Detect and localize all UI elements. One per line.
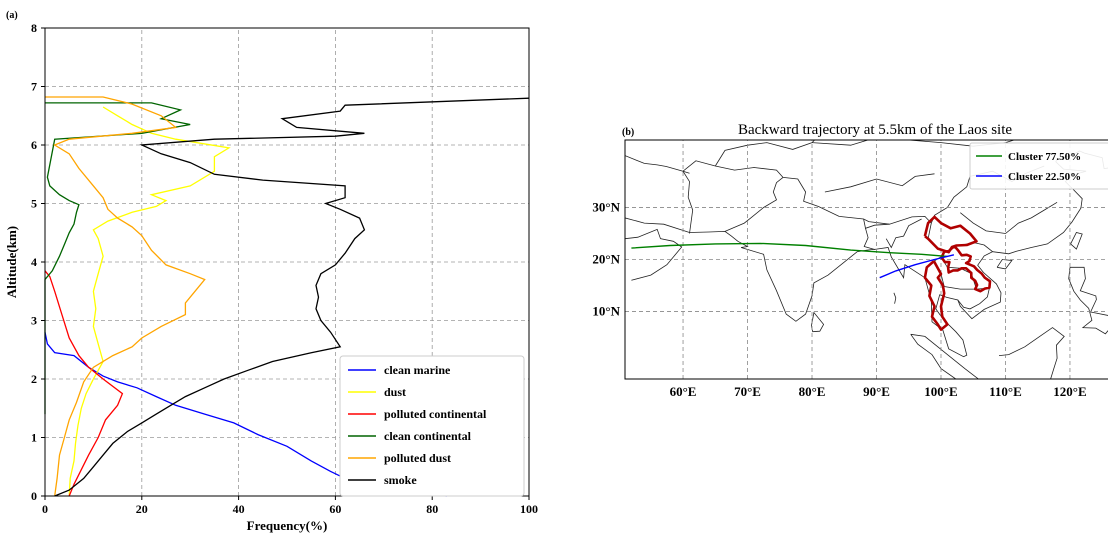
- panel-b-label: (b): [622, 127, 634, 138]
- panel-a-series-lines: [44, 96, 530, 497]
- y-tick-label: 5: [31, 197, 37, 211]
- x-tick-label: 0: [42, 502, 48, 516]
- study-region-outline: [940, 245, 992, 293]
- x-tick-label: 20: [136, 502, 148, 516]
- panel-a-legend: clean marine dust polluted continental clea…: [339, 355, 525, 497]
- map-title: Backward trajectory at 5.5km of the Laos…: [738, 122, 1012, 138]
- x-axis-label: Frequency(%): [247, 518, 328, 533]
- series-line-smoke: [54, 97, 530, 497]
- coastline-segment: [885, 218, 922, 249]
- y-axis-label: Altitude(km): [4, 226, 19, 298]
- map-x-tick-label: 90°E: [863, 384, 890, 399]
- y-tick-label: 7: [31, 80, 37, 94]
- laos-border: [923, 215, 992, 331]
- map-x-tick-label: 80°E: [799, 384, 826, 399]
- coastline-segment: [957, 287, 990, 310]
- map-x-tick-label: 120°E: [1053, 384, 1086, 399]
- trajectory-Cluster-22-50-: [879, 254, 955, 279]
- y-tick-label: 2: [31, 372, 37, 386]
- map-y-tick-label: 20°N: [592, 252, 620, 267]
- map-legend-label: Cluster 77.50%: [1008, 151, 1081, 163]
- coastline-segment: [824, 173, 935, 193]
- legend-label: dust: [384, 385, 406, 399]
- x-tick-label: 40: [233, 502, 245, 516]
- panel-a-label: (a): [6, 10, 18, 21]
- coastline-segment: [996, 259, 1013, 270]
- legend-box: [339, 355, 525, 497]
- coastline-segment: [811, 311, 825, 333]
- map-ticks: 60°E 70°E 80°E 90°E 100°E 110°E 120°E 30°N 20°N 1…: [592, 200, 1086, 399]
- legend-label: smoke: [384, 473, 417, 487]
- study-region-outline: [923, 215, 978, 254]
- map-y-tick-label: 10°N: [592, 303, 620, 318]
- series-line-polluted-continental: [44, 270, 124, 497]
- y-tick-label: 4: [31, 255, 37, 269]
- y-tick-label: 0: [31, 489, 37, 503]
- series-line-polluted-dust: [45, 96, 206, 497]
- y-tick-label: 1: [31, 431, 37, 445]
- map-x-tick-label: 110°E: [989, 384, 1022, 399]
- coastline-segment: [625, 155, 690, 174]
- map-frame: [624, 139, 1108, 380]
- coastline-segment: [1070, 232, 1083, 250]
- map-legend: Cluster 77.50% Cluster 22.50%: [969, 142, 1108, 190]
- coastline-segment: [863, 218, 890, 229]
- map-x-tick-label: 100°E: [924, 384, 957, 399]
- x-tick-label: 80: [426, 502, 438, 516]
- series-line-dust: [68, 106, 231, 497]
- coastline-segment: [625, 228, 683, 281]
- legend-label: polluted dust: [384, 451, 451, 465]
- y-tick-label: 6: [31, 138, 37, 152]
- study-region-outline: [923, 260, 949, 331]
- coastline-segment: [1068, 266, 1108, 335]
- panel-a-ticks: 0 20 40 60 80 100 0 1 2 3 4 5 6 7 8: [31, 21, 538, 516]
- coastline-segment: [682, 160, 993, 253]
- coastline-segment: [625, 217, 739, 242]
- coastline-segment: [724, 177, 784, 232]
- trajectory-map-panel: (b) Backward trajectory at 5.5km of the …: [592, 122, 1108, 399]
- x-tick-label: 60: [329, 502, 341, 516]
- coastline-segment: [893, 292, 897, 304]
- map-x-tick-label: 60°E: [670, 384, 697, 399]
- coastline-segment: [863, 228, 876, 250]
- coastline-segment: [960, 201, 1058, 234]
- series-line-clean-continental: [44, 102, 191, 415]
- legend-label: polluted continental: [384, 407, 487, 421]
- coastline-segment: [910, 333, 980, 379]
- legend-label: clean continental: [384, 429, 472, 443]
- legend-label: clean marine: [384, 363, 451, 377]
- map-x-tick-label: 70°E: [734, 384, 761, 399]
- map-y-tick-label: 30°N: [592, 200, 620, 215]
- y-tick-label: 8: [31, 21, 37, 35]
- map-legend-label: Cluster 22.50%: [1008, 171, 1081, 183]
- map-legend-box: [969, 142, 1108, 190]
- coastline-segment: [998, 327, 1065, 379]
- y-tick-label: 3: [31, 314, 37, 328]
- x-tick-label: 100: [520, 502, 538, 516]
- trajectory-Cluster-77-50-: [631, 242, 948, 258]
- trajectory-lines: [631, 242, 955, 279]
- frequency-chart-panel: (a) 0 20 40 60 80 100 0 1 2 3 4 5 6 7 8 Frequency(%) A…: [4, 10, 538, 533]
